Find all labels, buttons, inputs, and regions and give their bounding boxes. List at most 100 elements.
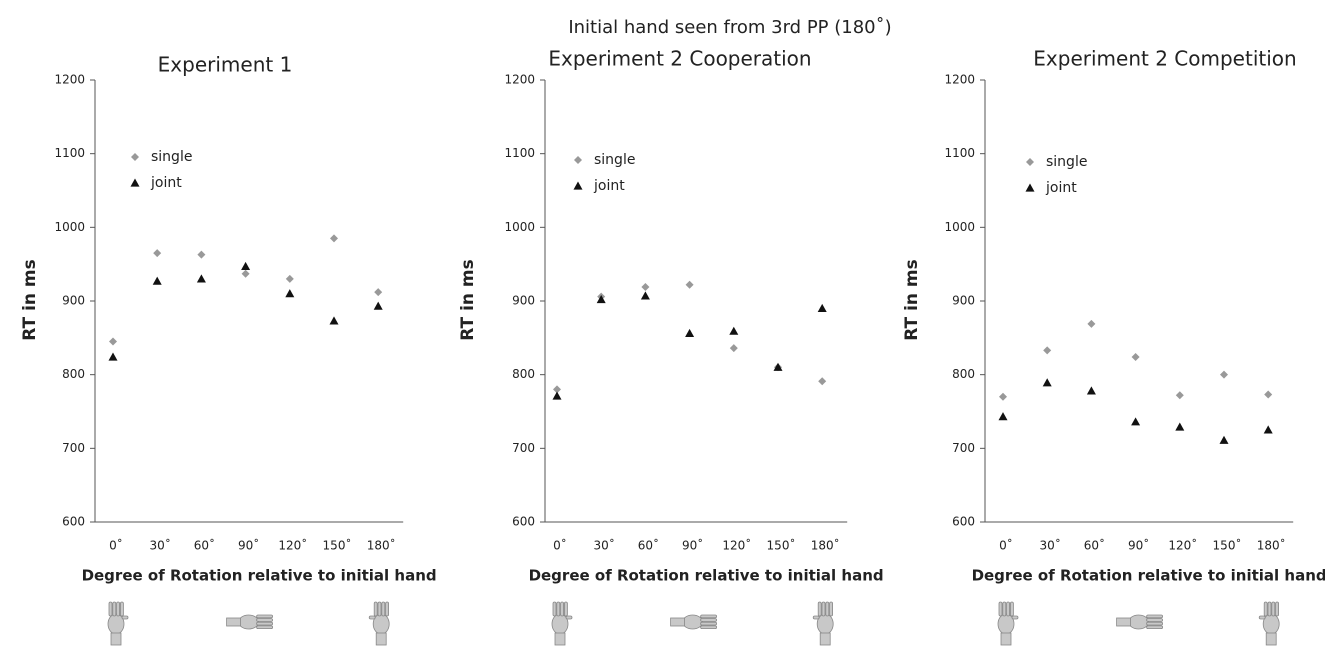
legend-marker	[131, 179, 140, 187]
hand-icon	[1117, 615, 1163, 629]
y-tick-label: 1100	[54, 146, 85, 160]
legend-label: joint	[1045, 180, 1077, 196]
wrist	[820, 633, 830, 645]
finger	[113, 602, 116, 616]
x-axis-label: Degree of Rotation relative to initial h…	[82, 567, 437, 585]
finger	[1147, 626, 1163, 629]
x-tick-label: 180˚	[367, 538, 396, 553]
point	[818, 304, 827, 312]
palm	[998, 614, 1014, 634]
finger	[564, 602, 567, 616]
y-axis-label: RT in ms	[458, 259, 478, 341]
y-tick-label: 1100	[944, 146, 975, 160]
finger	[701, 622, 717, 625]
hand-icon	[552, 602, 572, 645]
point	[286, 275, 294, 283]
palm	[108, 614, 124, 634]
finger	[701, 619, 717, 622]
point	[730, 344, 738, 352]
panel-title: Experiment 1	[158, 53, 293, 77]
point	[197, 251, 205, 259]
wrist	[376, 633, 386, 645]
y-tick-label: 1200	[944, 73, 975, 87]
y-tick-label: 1200	[54, 73, 85, 87]
finger	[1276, 602, 1279, 616]
x-tick-label: 180˚	[1257, 538, 1286, 553]
point	[1087, 320, 1095, 328]
finger	[1007, 602, 1010, 616]
x-tick-label: 150˚	[767, 538, 796, 553]
point	[1087, 386, 1096, 394]
panel-title: Experiment 2 Cooperation	[548, 47, 811, 71]
finger	[109, 602, 112, 616]
hand-icon	[998, 602, 1018, 645]
finger	[830, 602, 833, 616]
point	[686, 281, 694, 289]
wrist	[671, 618, 685, 626]
legend-label: single	[151, 149, 192, 165]
wrist	[1001, 633, 1011, 645]
y-tick-label: 600	[512, 515, 535, 529]
legend-marker	[1026, 158, 1034, 166]
legend-marker	[574, 156, 582, 164]
legend-marker	[574, 182, 583, 190]
x-tick-label: 120˚	[278, 538, 307, 553]
point	[999, 393, 1007, 401]
point	[729, 327, 738, 335]
thumb	[813, 616, 819, 619]
finger	[120, 602, 123, 616]
point	[1043, 378, 1052, 386]
point	[109, 338, 117, 346]
finger	[701, 615, 717, 618]
x-tick-label: 90˚	[682, 538, 703, 553]
point	[1132, 353, 1140, 361]
x-axis-label: Degree of Rotation relative to initial h…	[529, 567, 884, 585]
x-tick-label: 30˚	[1040, 538, 1061, 553]
finger	[826, 602, 829, 616]
point	[1175, 422, 1184, 430]
y-tick-label: 900	[512, 294, 535, 308]
panel-title: Experiment 2 Competition	[1033, 47, 1296, 71]
palm	[817, 614, 833, 634]
finger	[257, 626, 273, 629]
palm	[239, 615, 259, 629]
x-tick-label: 60˚	[638, 538, 659, 553]
point	[153, 277, 162, 285]
point	[153, 249, 161, 257]
x-axis-label: Degree of Rotation relative to initial h…	[972, 567, 1325, 585]
y-tick-label: 700	[952, 441, 975, 455]
x-tick-label: 30˚	[594, 538, 615, 553]
point	[641, 283, 649, 291]
y-tick-label: 1000	[54, 220, 85, 234]
hand-icon	[227, 615, 273, 629]
finger	[822, 602, 825, 616]
finger	[382, 602, 385, 616]
y-tick-label: 800	[62, 367, 85, 381]
point	[330, 316, 339, 324]
point	[285, 289, 294, 297]
finger	[1147, 615, 1163, 618]
wrist	[1117, 618, 1131, 626]
y-tick-label: 900	[62, 294, 85, 308]
thumb	[369, 616, 375, 619]
x-tick-label: 120˚	[722, 538, 751, 553]
point	[109, 352, 118, 360]
finger	[1147, 622, 1163, 625]
thumb	[1012, 616, 1018, 619]
wrist	[555, 633, 565, 645]
x-tick-label: 120˚	[1168, 538, 1197, 553]
finger	[553, 602, 556, 616]
palm	[1263, 614, 1279, 634]
y-tick-label: 600	[62, 515, 85, 529]
palm	[552, 614, 568, 634]
point	[242, 270, 250, 278]
y-tick-label: 1000	[504, 220, 535, 234]
palm	[373, 614, 389, 634]
x-tick-label: 30˚	[150, 538, 171, 553]
finger	[386, 602, 389, 616]
figure-title: Initial hand seen from 3rd PP (180˚)	[568, 17, 891, 38]
y-axis-label: RT in ms	[902, 259, 922, 341]
x-tick-label: 0˚	[109, 538, 123, 553]
point	[1264, 425, 1273, 433]
legend-marker	[131, 153, 139, 161]
